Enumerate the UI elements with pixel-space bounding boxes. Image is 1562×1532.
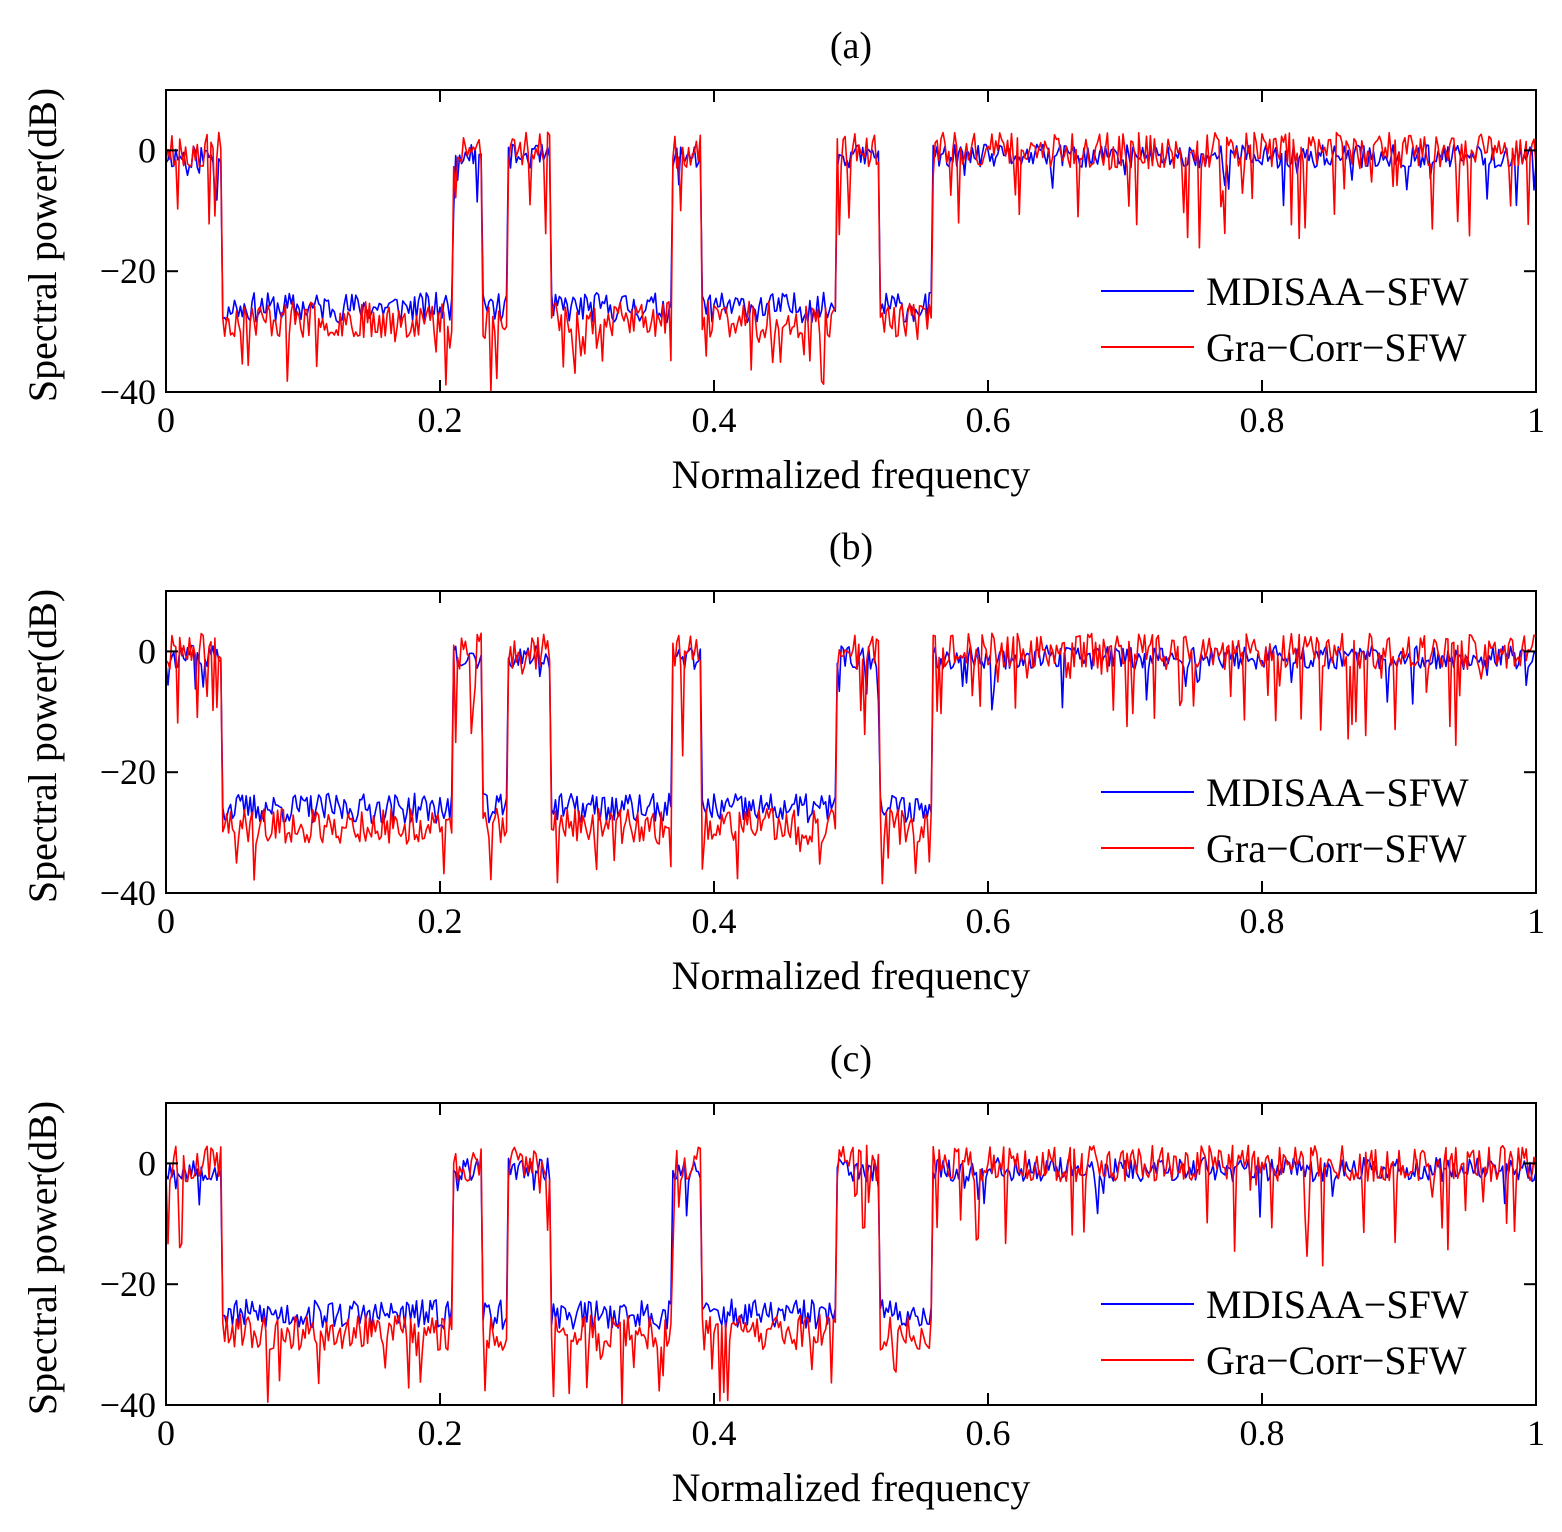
legend-label: Gra−Corr−SFW [1206, 826, 1467, 871]
series-group [166, 632, 1536, 885]
legend: MDISAA−SFW Gra−Corr−SFW [1101, 770, 1469, 871]
x-tick-label: 0.8 [1240, 901, 1285, 941]
x-tick-label: 0.2 [418, 901, 463, 941]
legend-label: MDISAA−SFW [1206, 770, 1469, 815]
y-axis-label: Spectral power(dB) [20, 1101, 65, 1415]
x-tick-label: 1 [1527, 901, 1545, 941]
series-line-gra-corr-sfw [166, 1144, 1536, 1405]
legend: MDISAA−SFW Gra−Corr−SFW [1101, 269, 1469, 370]
x-tick-label: 0.6 [966, 901, 1011, 941]
y-tick-label: −20 [100, 752, 156, 792]
y-axis-label: Spectral power(dB) [20, 589, 65, 903]
legend: MDISAA−SFW Gra−Corr−SFW [1101, 1282, 1469, 1383]
y-tick-label: −40 [100, 1385, 156, 1425]
x-tick-label: 0.8 [1240, 400, 1285, 440]
legend-label: Gra−Corr−SFW [1206, 325, 1467, 370]
chart-panel-a: (a) 0 0.2 0.4 0.6 0.8 1 −40 −20 0 Normalized frequ… [20, 25, 1545, 497]
series-line-mdisaa-sfw [166, 1156, 1536, 1330]
plot-frame [165, 590, 1537, 894]
y-axis-label: Spectral power(dB) [20, 88, 65, 402]
x-tick-label: 0.2 [418, 400, 463, 440]
x-tick-label: 0 [157, 400, 175, 440]
series-group [166, 1144, 1536, 1405]
legend-label: Gra−Corr−SFW [1206, 1338, 1467, 1383]
x-tick-label: 0 [157, 1413, 175, 1453]
chart-title: (c) [830, 1038, 872, 1080]
plot-frame [165, 1102, 1537, 1406]
series-line-mdisaa-sfw [166, 644, 1536, 824]
y-tick-label: −40 [100, 372, 156, 412]
x-tick-label: 0.4 [692, 400, 737, 440]
y-tick-label: 0 [138, 1143, 156, 1183]
y-tick-label: 0 [138, 631, 156, 671]
x-axis-label: Normalized frequency [672, 452, 1031, 497]
x-tick-label: 0.6 [966, 1413, 1011, 1453]
series-line-gra-corr-sfw [166, 632, 1536, 885]
y-tick-label: −20 [100, 251, 156, 291]
series-group [166, 131, 1536, 392]
chart-panel-b: (b) 0 0.2 0.4 0.6 0.8 1 −40 −20 0 Normalized frequ… [20, 526, 1545, 998]
chart-panel-c: (c) 0 0.2 0.4 0.6 0.8 1 −40 −20 0 Normalized frequ… [20, 1038, 1545, 1510]
x-tick-label: 0.2 [418, 1413, 463, 1453]
x-tick-label: 0.4 [692, 901, 737, 941]
x-tick-label: 0.6 [966, 400, 1011, 440]
x-tick-label: 0.8 [1240, 1413, 1285, 1453]
legend-label: MDISAA−SFW [1206, 269, 1469, 314]
chart-title: (b) [829, 526, 873, 568]
x-tick-label: 0 [157, 901, 175, 941]
x-tick-label: 0.4 [692, 1413, 737, 1453]
series-line-gra-corr-sfw [166, 131, 1536, 392]
x-tick-label: 1 [1527, 1413, 1545, 1453]
y-tick-label: −20 [100, 1264, 156, 1304]
chart-title: (a) [830, 25, 872, 67]
legend-label: MDISAA−SFW [1206, 1282, 1469, 1327]
y-tick-label: −40 [100, 873, 156, 913]
x-axis-label: Normalized frequency [672, 1465, 1031, 1510]
x-axis-label: Normalized frequency [672, 953, 1031, 998]
plot-frame [165, 89, 1537, 393]
y-tick-label: 0 [138, 130, 156, 170]
x-tick-label: 1 [1527, 400, 1545, 440]
